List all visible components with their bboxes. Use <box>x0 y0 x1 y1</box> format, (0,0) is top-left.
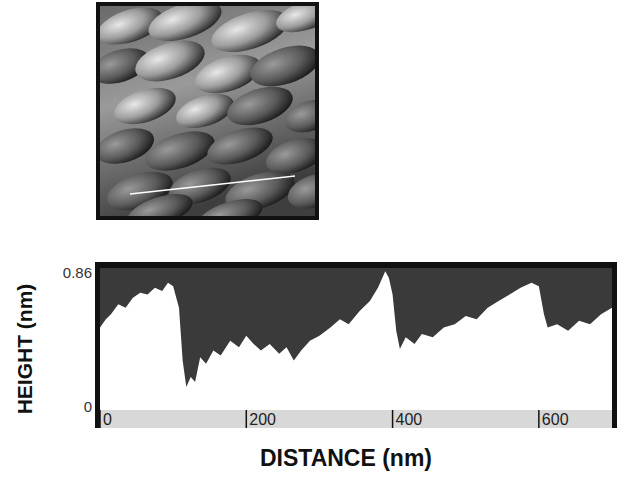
y-tick-label: 0 <box>84 398 92 415</box>
x-tick <box>392 410 394 428</box>
x-axis-strip <box>100 410 612 428</box>
x-tick-label: 0 <box>103 411 112 428</box>
y-axis-title: HEIGHT (nm) <box>13 284 36 415</box>
profile-line <box>130 176 295 194</box>
x-tick <box>246 410 248 428</box>
y-tick-label: 0.86 <box>63 264 92 281</box>
surface-grain <box>283 167 315 215</box>
surface-grain <box>245 38 315 94</box>
x-tick <box>99 410 101 428</box>
figure-svg: 0 200 400 600 0 0.86 HEIGHT (nm) DISTANCE (nm) <box>0 0 623 479</box>
image-content <box>100 6 315 216</box>
surface-grain <box>193 192 266 216</box>
profile-chart: 0 200 400 600 0 0.86 HEIGHT (nm) DISTANCE (nm) <box>13 262 617 471</box>
x-tick-label: 600 <box>542 411 569 428</box>
x-tick-label: 400 <box>396 411 423 428</box>
surface-grain <box>110 81 181 131</box>
surface-grain <box>272 6 315 39</box>
surface-grain <box>281 94 315 139</box>
plot-frame <box>95 262 617 428</box>
y-tick <box>95 267 100 269</box>
plot-marks <box>100 268 612 387</box>
figure: 0 200 400 600 0 0.86 HEIGHT (nm) DISTANCE (nm) <box>0 0 623 479</box>
x-tick-label: 200 <box>249 411 276 428</box>
plot-area <box>100 268 612 410</box>
surface-grain <box>203 120 278 171</box>
height-profile <box>100 268 612 387</box>
x-axis-title: DISTANCE (nm) <box>260 445 432 471</box>
afm-image <box>87 0 347 240</box>
y-tick <box>95 409 100 411</box>
x-tick <box>538 410 540 428</box>
surface-grain <box>123 187 196 216</box>
